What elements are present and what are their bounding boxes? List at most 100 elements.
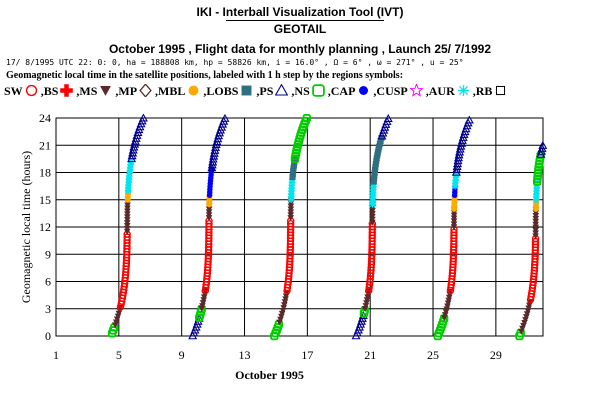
legend-item-mbl: ,MBL — [155, 84, 200, 99]
mp-symbol-icon — [139, 83, 152, 98]
x-tick-label: 13 — [239, 348, 251, 362]
bs-symbol — [60, 84, 74, 97]
marker-ms — [526, 302, 533, 309]
y-tick-label: 0 — [45, 329, 51, 343]
marker-ms — [444, 300, 452, 307]
tool-title: IKI - Interball Visualization Tool (IVT) — [196, 5, 404, 19]
title-underline — [226, 20, 384, 21]
legend-label: ,RB — [472, 84, 493, 98]
mbl-symbol-icon — [188, 85, 199, 96]
marker-ms — [280, 305, 287, 312]
legend-label: ,CUSP — [373, 84, 408, 98]
aur-symbol — [457, 85, 469, 96]
legend-label: ,MS — [76, 84, 98, 98]
ps-symbol — [275, 83, 289, 96]
marker-ms — [282, 293, 290, 300]
marker-ms — [199, 300, 207, 307]
x-tick-label: 21 — [364, 348, 376, 362]
y-tick-label: 15 — [39, 193, 51, 207]
y-tick-label: 21 — [39, 138, 51, 152]
y-tick-label: 9 — [45, 247, 51, 261]
marker-ms — [282, 296, 289, 303]
sw-symbol-icon — [25, 84, 37, 97]
ns-symbol — [311, 84, 325, 97]
lobs-symbol — [241, 85, 252, 96]
cusp-symbol-icon — [408, 82, 424, 97]
data-markers — [107, 113, 548, 341]
ns-symbol-icon — [311, 84, 325, 97]
marker-ms — [361, 306, 369, 313]
y-tick-label: 12 — [39, 220, 51, 234]
lobs-symbol-icon — [241, 85, 252, 96]
marker-ps — [464, 115, 474, 124]
marker-ms — [279, 307, 287, 315]
marker-ms — [281, 299, 289, 306]
ms-symbol-icon — [100, 86, 112, 96]
legend-label: ,BS — [40, 84, 59, 98]
legend-item-lobs: ,LOBS — [203, 84, 253, 99]
chart-subtitle: October 1995 , Flight data for monthly p… — [108, 42, 492, 56]
marker-ms — [444, 303, 451, 310]
x-tick-label: 25 — [427, 348, 439, 362]
legend-item-rb: ,RB — [473, 84, 508, 99]
marker-ps — [383, 114, 393, 123]
cap-symbol — [359, 86, 369, 95]
marker-ps — [138, 113, 148, 122]
bs-symbol-icon — [60, 84, 74, 97]
marker-ms — [287, 203, 295, 210]
mbl-symbol — [188, 85, 199, 96]
legend-item-cap: ,CAP — [328, 84, 371, 99]
marker-ms — [198, 306, 206, 313]
marker-ms — [200, 294, 208, 301]
marker-ns — [302, 113, 312, 123]
y-tick-label: 3 — [45, 302, 51, 316]
legend-label: ,NS — [291, 84, 310, 98]
marker-ms — [281, 302, 288, 309]
legend-item-cusp: ,CUSP — [373, 82, 424, 99]
satellite-name: GEOTAIL — [273, 22, 327, 36]
marker-ms — [363, 297, 371, 304]
legend-item-sw: SW — [4, 84, 38, 99]
marker-ms — [124, 202, 131, 209]
marker-lobs — [378, 134, 385, 142]
marker-ms — [124, 205, 131, 212]
ps-symbol-icon — [275, 83, 289, 96]
mp-symbol — [139, 83, 152, 98]
marker-ms — [362, 303, 370, 310]
marker-ms — [524, 308, 532, 315]
y-tick-label: 6 — [45, 275, 51, 289]
legend-item-mp: ,MP — [115, 83, 152, 99]
aur-symbol-icon — [457, 85, 469, 96]
legend-item-aur: ,AUR — [426, 84, 470, 99]
sw-symbol — [25, 84, 37, 97]
x-tick-label: 17 — [301, 348, 313, 362]
legend-item-bs: ,BS — [41, 84, 74, 99]
legend-label: ,MP — [115, 84, 138, 98]
x-tick-label: 5 — [116, 348, 122, 362]
legend-item-ms: ,MS — [76, 84, 112, 99]
plot-frame — [55, 117, 544, 337]
x-tick-label: 9 — [179, 348, 185, 362]
legend-label: ,MBL — [155, 84, 186, 98]
legend-label: ,AUR — [425, 84, 455, 98]
legend-label: ,LOBS — [203, 84, 239, 98]
orbit-parameters: 17/ 8/1995 UTC 22: 0: 0, ha = 188808 km,… — [6, 58, 464, 67]
x-tick-label: 29 — [490, 348, 502, 362]
ms-symbol — [100, 86, 112, 96]
y-tick-label: 24 — [39, 111, 51, 125]
marker-ms — [364, 294, 371, 301]
marker-ms — [445, 297, 452, 304]
marker-aur — [452, 171, 460, 178]
marker-ms — [445, 294, 453, 301]
legend-label: ,PS — [256, 84, 274, 98]
cap-symbol-icon — [359, 86, 369, 95]
legend-item-ns: ,NS — [291, 84, 325, 99]
marker-ms — [443, 306, 451, 313]
legend: SW ,BS ,MS ,MP ,MBL ,LOBS ,PS ,NS ,CAP ,CUSP ,AUR,… — [4, 82, 510, 99]
rb-symbol-icon — [496, 85, 506, 96]
rb-symbol — [496, 85, 506, 96]
grid — [55, 117, 543, 337]
legend-label: SW — [4, 84, 23, 98]
marker-ms — [199, 303, 206, 310]
marker-ps — [538, 140, 548, 149]
